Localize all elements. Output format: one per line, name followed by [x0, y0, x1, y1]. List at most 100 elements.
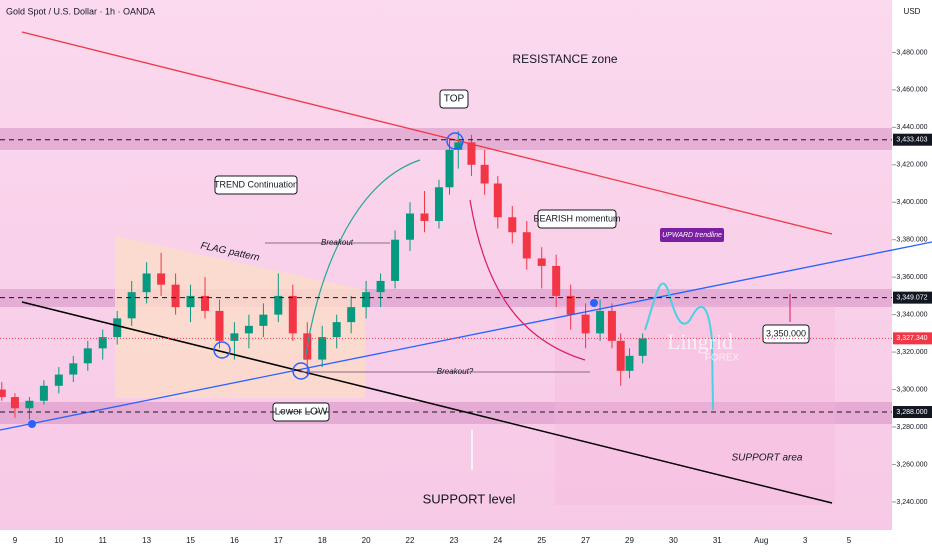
- x-tick-label: 17: [274, 536, 283, 545]
- trend-arrow: [304, 159, 421, 361]
- candle-body: [54, 374, 63, 386]
- watermark-sub: FOREX: [705, 353, 740, 364]
- target-label: 3,350.000: [766, 328, 806, 338]
- y-tick-label: 3,360.000: [896, 274, 927, 281]
- candle-body: [566, 295, 575, 315]
- label-box: [537, 209, 617, 229]
- candle-body: [607, 310, 616, 341]
- y-tick-label: 3,480.000: [896, 49, 927, 56]
- price-tag-label: 3,288.000: [896, 409, 927, 416]
- dot: [590, 299, 598, 307]
- label-box: [660, 228, 724, 242]
- support-band: [0, 402, 892, 424]
- watermark: Lingrid: [667, 329, 733, 354]
- support-line: [21, 301, 833, 504]
- candle-body: [420, 213, 429, 221]
- top-circle: [446, 132, 464, 150]
- x-tick-label: 23: [449, 536, 458, 545]
- trend-label: TREND Continuation: [214, 179, 298, 189]
- currency: USD: [904, 7, 921, 16]
- candle-body: [552, 265, 561, 296]
- circle: [292, 362, 310, 380]
- upward-trendline: [0, 241, 932, 431]
- x-tick-label: 30: [669, 536, 678, 545]
- dot: [28, 420, 36, 428]
- x-tick-label: 24: [493, 536, 502, 545]
- price-tag: [893, 133, 932, 146]
- x-tick-label: 15: [186, 536, 195, 545]
- candle-body: [25, 400, 34, 409]
- candle-body: [454, 142, 463, 150]
- y-tick-label: 3,280.000: [896, 424, 927, 431]
- bearish-label: BEARISH momentum: [533, 213, 620, 223]
- candle-body: [616, 340, 625, 371]
- price-axis: [892, 0, 932, 550]
- candle-body: [581, 314, 590, 334]
- y-tick-label: 3,460.000: [896, 87, 927, 94]
- y-tick-label: 3,400.000: [896, 199, 927, 206]
- candle-body: [288, 295, 297, 334]
- y-tick-label: 3,260.000: [896, 461, 927, 468]
- candle-body: [215, 310, 224, 341]
- y-tick-label: 3,440.000: [896, 124, 927, 131]
- candle-body: [69, 363, 78, 375]
- x-tick-label: 18: [318, 536, 327, 545]
- candle-body: [230, 333, 239, 341]
- support-level-label: SUPPORT level: [423, 491, 516, 506]
- flag-region: [115, 236, 365, 398]
- candle-body: [638, 338, 647, 356]
- candle-body: [98, 337, 107, 349]
- candle-body: [493, 183, 502, 218]
- upward-label: UPWARD trendline: [662, 232, 722, 239]
- x-tick-label: 13: [142, 536, 151, 545]
- price-tag-label: 3,327.340: [896, 335, 927, 342]
- candle-body: [0, 389, 6, 398]
- candle-body: [201, 295, 210, 311]
- candle-body: [391, 239, 400, 281]
- time-axis: [0, 530, 892, 550]
- x-tick-label: 9: [13, 536, 18, 545]
- breakout-q-label: Breakout?: [437, 367, 474, 376]
- candle-body: [362, 292, 371, 308]
- candle-body: [39, 385, 48, 401]
- resistance-label: RESISTANCE zone: [512, 52, 617, 66]
- candle-body: [186, 295, 195, 308]
- candle-body: [332, 322, 341, 338]
- candle-body: [244, 325, 253, 334]
- candle-body: [157, 273, 166, 285]
- y-tick-label: 3,380.000: [896, 237, 927, 244]
- top-label: TOP: [444, 94, 465, 105]
- candle-body: [434, 187, 443, 221]
- circle: [213, 341, 231, 359]
- support-area-label: SUPPORT area: [732, 453, 803, 464]
- price-tag: [893, 291, 932, 304]
- price-tag: [893, 332, 932, 345]
- x-tick-label: 25: [537, 536, 546, 545]
- candle-body: [171, 284, 180, 308]
- x-tick-label: 11: [99, 536, 108, 545]
- candle-body: [522, 232, 531, 259]
- candle-body: [376, 280, 385, 293]
- candle-body: [142, 273, 151, 293]
- candle-body: [127, 292, 136, 319]
- price-tag-label: 3,349.072: [896, 294, 927, 301]
- candle-body: [83, 348, 92, 364]
- y-tick-label: 3,300.000: [896, 386, 927, 393]
- price-tag: [893, 406, 932, 419]
- x-tick-label: 10: [54, 536, 63, 545]
- candle-body: [445, 149, 454, 188]
- candle-body: [274, 295, 283, 315]
- candle-body: [10, 397, 19, 409]
- candle-body: [537, 258, 546, 266]
- candle-body: [347, 307, 356, 323]
- candle-body: [480, 164, 489, 184]
- x-tick-label: 20: [362, 536, 371, 545]
- chart-title: Gold Spot / U.S. Dollar · 1h · OANDA: [6, 6, 155, 16]
- y-tick-label: 3,240.000: [896, 499, 927, 506]
- projection: [644, 282, 714, 411]
- y-tick-label: 3,420.000: [896, 162, 927, 169]
- candle-body: [406, 213, 415, 240]
- bearish-arrow: [469, 199, 586, 361]
- candle-body: [259, 314, 268, 326]
